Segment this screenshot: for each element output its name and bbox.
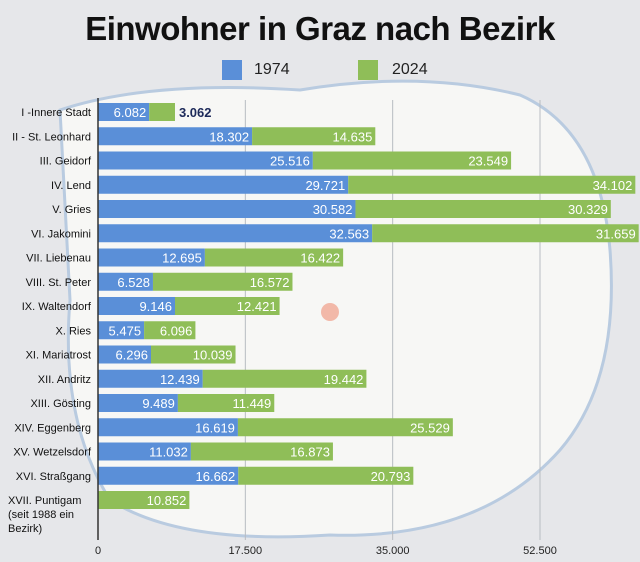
- data-label-2024: 3.062: [179, 105, 212, 120]
- data-label-2024: 10.039: [193, 348, 233, 363]
- data-label-2024: 20.793: [371, 469, 411, 484]
- category-label: (seit 1988 ein: [8, 509, 74, 521]
- bar-1974: [98, 442, 191, 461]
- bar-2024: [98, 491, 190, 509]
- data-label-1974: 6.082: [114, 105, 147, 120]
- data-label-1974: 16.619: [195, 420, 235, 435]
- data-label-2024: 16.873: [290, 445, 330, 460]
- bar-1974: [98, 466, 239, 485]
- legend-item-1974: 1974: [222, 60, 290, 80]
- data-label-1974: 29.721: [305, 178, 345, 193]
- bar-1974: [98, 224, 373, 243]
- x-tick-label: 17.500: [229, 545, 263, 557]
- bar-1974: [98, 418, 238, 437]
- bar-2024: [204, 248, 344, 267]
- bar-2024: [151, 345, 236, 364]
- x-tick-label: 0: [95, 545, 101, 557]
- x-tick-label: 35.000: [376, 545, 410, 557]
- data-label-2024: 14.635: [333, 129, 373, 144]
- bar-2024: [177, 394, 275, 412]
- category-label: XII. Andritz: [38, 374, 91, 386]
- category-label: XVII. Puntigam: [8, 495, 81, 507]
- data-label-2024: 11.449: [232, 396, 271, 411]
- category-label: VIII. St. Peter: [26, 277, 92, 289]
- bar-1974: [98, 272, 153, 291]
- bar-1974: [98, 151, 313, 170]
- category-label: XIV. Eggenberg: [14, 422, 91, 434]
- legend-label-1974: 1974: [254, 61, 290, 78]
- data-label-2024: 16.572: [250, 275, 290, 290]
- data-label-2024: 19.442: [324, 372, 364, 387]
- data-label-1974: 5.475: [109, 323, 142, 338]
- bar-2024: [252, 127, 376, 146]
- bar-2024: [237, 418, 453, 437]
- legend-swatch-1974: [222, 60, 242, 80]
- bar-2024: [190, 442, 333, 461]
- data-label-1974: 25.516: [270, 154, 310, 169]
- bar-2024: [238, 466, 414, 485]
- bar-2024: [202, 369, 367, 388]
- data-label-2024: 10.852: [147, 493, 187, 508]
- data-label-1974: 18.302: [209, 129, 249, 144]
- bar-1974: [98, 175, 349, 194]
- bar-2024: [144, 321, 196, 340]
- data-label-1974: 9.489: [142, 396, 175, 411]
- category-label: IX. Waltendorf: [22, 301, 92, 313]
- category-label: VI. Jakomini: [31, 228, 91, 240]
- data-label-1974: 6.528: [117, 275, 150, 290]
- bar-1974: [98, 127, 253, 146]
- bar-2024: [348, 175, 636, 194]
- category-label: I -Innere Stadt: [21, 107, 91, 119]
- data-label-2024: 31.659: [596, 226, 636, 241]
- data-label-1974: 32.563: [329, 226, 369, 241]
- category-label: IV. Lend: [51, 180, 91, 192]
- data-label-1974: 9.146: [139, 299, 172, 314]
- data-label-2024: 25.529: [410, 420, 450, 435]
- bar-1974: [98, 200, 356, 218]
- legend-label-2024: 2024: [392, 61, 428, 78]
- category-label: XIII. Gösting: [30, 398, 91, 410]
- bar-1974: [98, 297, 176, 315]
- data-label-2024: 16.422: [300, 251, 340, 266]
- data-label-1974: 6.296: [115, 348, 148, 363]
- category-label: VII. Liebenau: [26, 253, 91, 265]
- data-label-2024: 6.096: [160, 323, 193, 338]
- bar-1974: [98, 321, 145, 340]
- category-label: V. Gries: [52, 204, 91, 216]
- data-label-2024: 23.549: [468, 154, 508, 169]
- category-label: XI. Mariatrost: [26, 350, 91, 362]
- category-label: II - St. Leonhard: [12, 131, 91, 143]
- bar-2024: [152, 272, 293, 291]
- category-label: Bezirk): [8, 523, 42, 535]
- data-label-1974: 30.582: [313, 202, 353, 217]
- data-label-1974: 12.439: [160, 372, 200, 387]
- data-label-1974: 12.695: [162, 251, 202, 266]
- x-tick-label: 52.500: [523, 545, 557, 557]
- data-label-2024: 12.421: [237, 299, 277, 314]
- category-label: XVI. Straßgang: [16, 471, 91, 483]
- bar-2024: [312, 151, 512, 170]
- category-label: X. Ries: [56, 325, 92, 337]
- data-label-1974: 16.662: [196, 469, 236, 484]
- bar-1974: [98, 103, 150, 121]
- data-label-2024: 30.329: [568, 202, 608, 217]
- bar-1974: [98, 345, 152, 364]
- bar-2024: [372, 224, 639, 243]
- legend-item-2024: 2024: [358, 60, 428, 80]
- chart-title: Einwohner in Graz nach Bezirk: [85, 10, 555, 47]
- bar-2024: [175, 297, 280, 315]
- data-label-2024: 34.102: [593, 178, 633, 193]
- category-label: III. Geidorf: [40, 156, 92, 168]
- bar-2024: [355, 200, 611, 218]
- bar-1974: [98, 394, 178, 412]
- legend-swatch-2024: [358, 60, 378, 80]
- category-label: XV. Wetzelsdorf: [13, 447, 92, 459]
- bar-2024: [149, 103, 175, 121]
- data-label-1974: 11.032: [149, 445, 188, 460]
- bar-1974: [98, 248, 205, 267]
- bar-1974: [98, 369, 203, 388]
